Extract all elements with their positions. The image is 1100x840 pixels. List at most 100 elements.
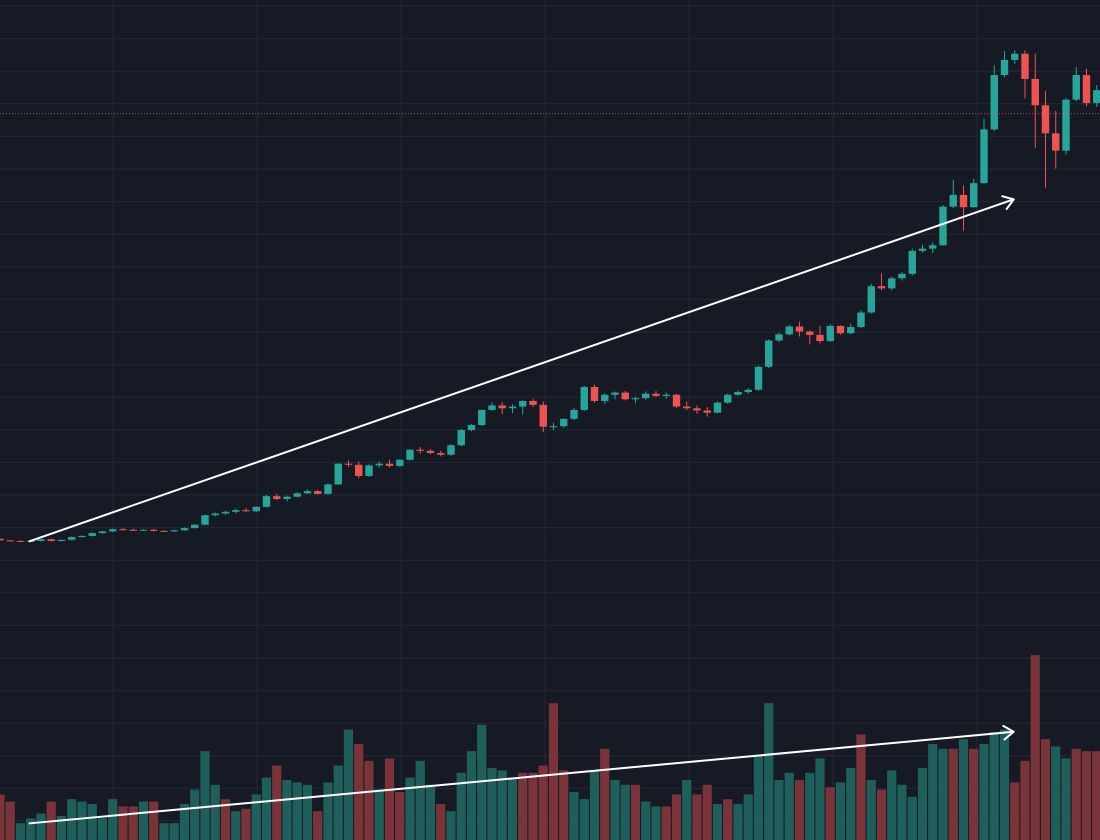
volume-bar — [815, 758, 825, 840]
volume-bar — [231, 811, 241, 840]
candle-body — [1052, 133, 1060, 151]
volume-bar — [26, 818, 36, 840]
candle-body — [1041, 105, 1050, 134]
volume-bar — [169, 823, 179, 840]
trend-arrowhead-volume — [1002, 724, 1015, 741]
volume-bar — [651, 806, 661, 840]
volume-bar — [733, 804, 743, 840]
volume-bar — [1071, 748, 1081, 840]
volume-bar — [723, 799, 733, 840]
volume-bar — [200, 751, 210, 840]
volume-bar — [313, 811, 323, 840]
candle-body — [734, 392, 742, 395]
volume-bar — [220, 799, 231, 840]
candle-body — [37, 539, 45, 541]
candle-body — [693, 408, 701, 411]
candle-body — [795, 326, 804, 332]
candle-body — [703, 410, 711, 413]
candle-body — [0, 538, 4, 541]
candle-body — [293, 493, 301, 497]
candle-body — [1072, 75, 1080, 100]
candle-body — [765, 340, 773, 367]
candle-body — [109, 529, 117, 532]
candle-body — [201, 515, 209, 525]
volume-bar — [559, 770, 569, 840]
volume-bar — [538, 765, 548, 840]
candle-body — [877, 286, 886, 289]
candle-body — [970, 183, 978, 208]
volume-bar — [671, 794, 682, 840]
candle-body — [939, 206, 947, 246]
candle-body — [549, 426, 558, 428]
candle-body — [724, 394, 732, 403]
candle-body — [672, 394, 681, 407]
candle-body — [98, 531, 107, 534]
candle-body — [631, 398, 640, 400]
volume-bar — [118, 806, 128, 840]
candle-body — [211, 513, 219, 516]
candle-body — [221, 511, 230, 514]
candle-body — [652, 393, 660, 396]
volume-bar — [969, 748, 979, 840]
volume-bar — [569, 792, 579, 840]
volume-bar — [528, 772, 538, 840]
volume-bar — [682, 780, 692, 840]
volume-bar — [856, 734, 866, 840]
candle-body — [283, 496, 291, 499]
volume-bar — [805, 772, 815, 840]
volume-bar — [374, 789, 384, 840]
candle-body — [836, 325, 845, 334]
candle-body — [324, 484, 332, 494]
volume-bar — [261, 777, 272, 840]
volume-bar — [928, 744, 938, 840]
candle-body — [1021, 53, 1029, 79]
candle-body — [273, 496, 281, 499]
volume-bar — [743, 794, 753, 840]
candle-body — [488, 405, 496, 410]
volume-bar — [1061, 758, 1071, 840]
volume-bar — [487, 768, 497, 840]
volume-bar — [190, 789, 200, 840]
volume-bar — [1051, 746, 1061, 840]
volume-bars — [0, 655, 1100, 840]
candle-body — [1082, 75, 1091, 104]
candle-body — [590, 386, 599, 401]
volume-bar — [446, 811, 456, 840]
volume-bar — [108, 799, 118, 840]
candle-body — [560, 418, 568, 427]
candle-body — [262, 496, 271, 507]
volume-bar — [56, 816, 67, 840]
candle-body — [150, 529, 158, 531]
candle-body — [457, 430, 465, 446]
volume-bar — [989, 732, 999, 840]
volume-bar — [620, 784, 630, 840]
volume-bar — [149, 801, 159, 840]
volume-bar — [384, 758, 395, 840]
volume-bar — [507, 777, 518, 840]
volume-bar — [395, 792, 405, 840]
candle-body — [160, 530, 168, 532]
volume-bar — [272, 765, 282, 840]
volume-bar — [36, 813, 46, 840]
volume-bar — [15, 823, 26, 840]
volume-bar — [1081, 751, 1092, 840]
candle-body — [621, 392, 629, 400]
candle-body — [980, 129, 988, 184]
candle-body — [437, 453, 445, 455]
volume-bar — [579, 799, 589, 840]
volume-bar — [948, 748, 958, 840]
volume-bar — [917, 768, 928, 840]
volume-bar — [159, 823, 169, 840]
candle-body — [959, 194, 968, 208]
volume-bar — [415, 760, 425, 840]
volume-bar — [1030, 655, 1040, 840]
candle-body — [683, 406, 691, 409]
candle-body — [642, 393, 650, 399]
candle-body — [180, 528, 189, 531]
candle-body — [508, 406, 517, 409]
candle-body — [1093, 90, 1100, 104]
candle-body — [1011, 53, 1019, 60]
candle-body — [785, 326, 793, 335]
